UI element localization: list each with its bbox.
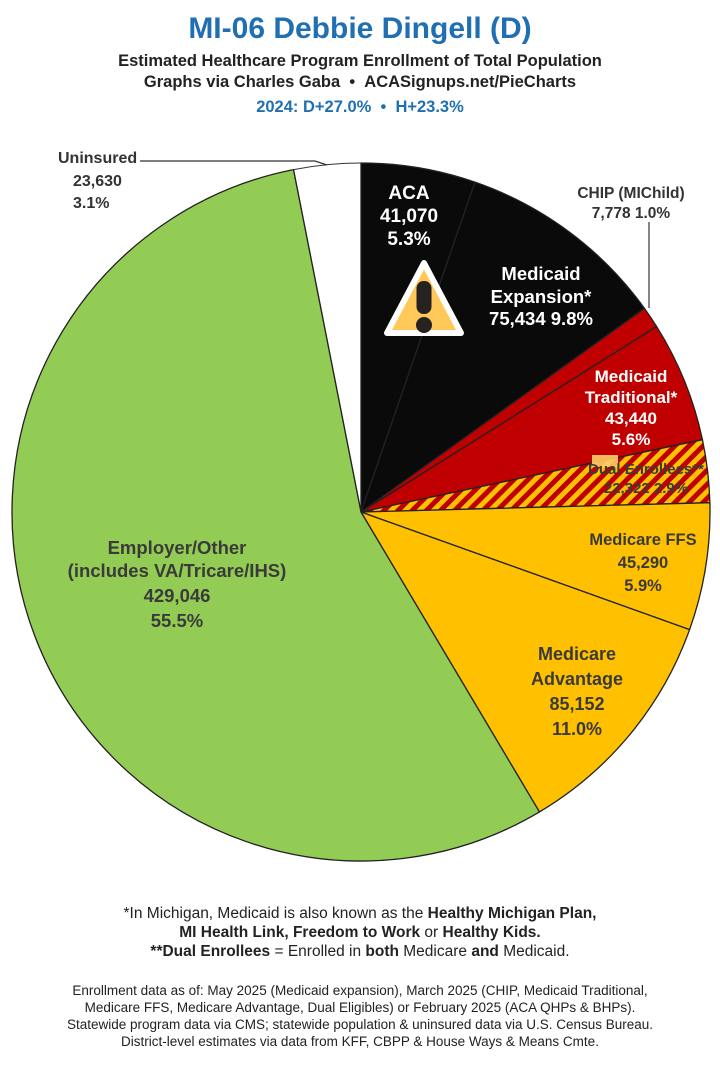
svg-text:ACA: ACA (388, 183, 429, 204)
svg-text:Medicare FFS: Medicare FFS (589, 531, 696, 549)
svg-text:41,070: 41,070 (380, 206, 438, 227)
svg-text:45,290: 45,290 (618, 554, 668, 572)
svg-text:85,152: 85,152 (549, 694, 604, 714)
svg-text:23,630: 23,630 (73, 173, 122, 190)
svg-text:Advantage: Advantage (531, 669, 623, 689)
svg-text:Medicare: Medicare (538, 644, 616, 664)
svg-text:5.9%: 5.9% (624, 577, 662, 595)
svg-text:75,434 9.8%: 75,434 9.8% (489, 308, 593, 329)
svg-text:22,322 2.9%: 22,322 2.9% (604, 480, 688, 497)
svg-text:5.6%: 5.6% (612, 430, 651, 449)
svg-text:429,046: 429,046 (144, 585, 211, 606)
svg-text:(includes VA/Tricare/IHS): (includes VA/Tricare/IHS) (68, 560, 287, 581)
svg-text:3.1%: 3.1% (73, 195, 109, 212)
svg-text:Uninsured: Uninsured (58, 150, 137, 167)
svg-text:Dual Enrollees**: Dual Enrollees** (588, 461, 704, 478)
svg-text:7,778 1.0%: 7,778 1.0% (592, 205, 671, 222)
svg-text:Expansion*: Expansion* (491, 286, 593, 307)
svg-text:Traditional*: Traditional* (585, 388, 678, 407)
svg-text:CHIP (MIChild): CHIP (MIChild) (577, 185, 684, 202)
svg-text:43,440: 43,440 (605, 409, 657, 428)
svg-text:Medicaid: Medicaid (501, 263, 580, 284)
svg-text:Medicaid: Medicaid (595, 367, 668, 386)
svg-text:Employer/Other: Employer/Other (108, 537, 247, 558)
svg-text:5.3%: 5.3% (387, 229, 430, 250)
svg-text:11.0%: 11.0% (552, 719, 602, 739)
svg-text:55.5%: 55.5% (151, 610, 203, 631)
